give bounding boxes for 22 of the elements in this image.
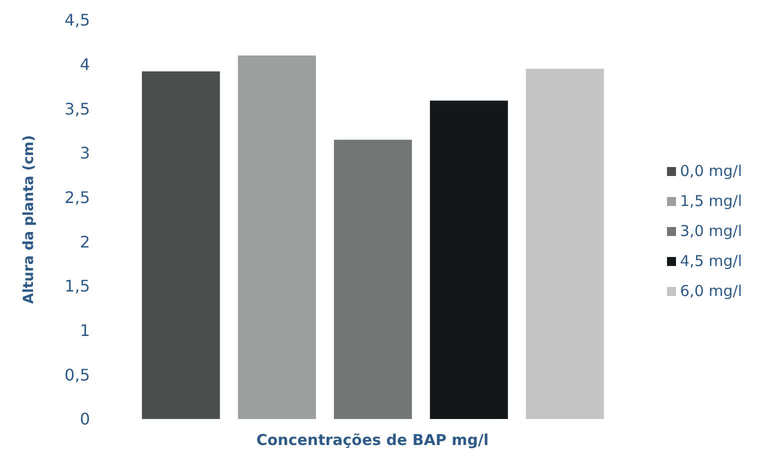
legend-label: 3,0 mg/l [680,222,742,240]
legend-label: 0,0 mg/l [680,162,742,180]
y-tick-label: 1,5 [64,276,90,296]
y-tick-label: 1 [80,321,90,340]
y-tick-label: 3,5 [64,99,90,118]
bar [526,68,604,419]
bar [334,140,412,419]
bar [238,55,316,419]
y-tick-label: 3 [80,144,90,163]
y-tick-label: 2,5 [64,188,90,208]
y-tick-label: 2 [80,232,90,252]
x-axis-title: Concentrações de BAP mg/l [256,431,489,449]
y-tick-label: 0 [80,410,90,429]
legend-label: 1,5 mg/l [680,192,742,210]
y-axis-title: Altura da planta (cm) [20,135,37,304]
legend-label: 6,0 mg/l [680,282,742,300]
y-tick-label: 4 [80,55,90,74]
bar [142,71,220,419]
legend-label: 4,5 mg/l [680,252,742,270]
y-tick-label: 4,5 [64,10,90,30]
bar [430,100,508,419]
y-tick-label: 0,5 [64,365,90,384]
